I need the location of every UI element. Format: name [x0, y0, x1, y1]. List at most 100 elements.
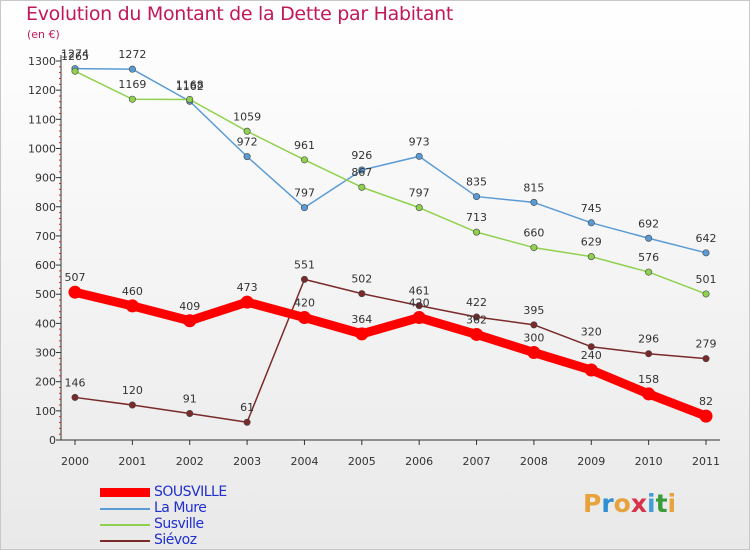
data-label-sousville: 158	[638, 373, 659, 386]
x-tick-label: 2002	[176, 455, 204, 468]
data-point-sievoz	[587, 343, 595, 351]
data-point-susville	[530, 244, 538, 252]
data-point-sievoz	[645, 350, 653, 358]
x-tick-label: 2004	[290, 455, 318, 468]
x-tick-label: 2006	[405, 455, 433, 468]
x-tick-label: 2007	[463, 455, 491, 468]
data-label-sievoz: 279	[696, 338, 717, 351]
y-tick-label: 1000	[28, 142, 56, 155]
x-tick-label: 2001	[118, 455, 146, 468]
data-label-sousville: 409	[179, 300, 200, 313]
y-tick-label: 1100	[28, 113, 56, 126]
data-label-sievoz: 146	[65, 376, 86, 389]
data-point-la-mure	[645, 234, 653, 242]
data-point-la-mure	[300, 204, 308, 212]
data-point-susville	[186, 95, 194, 103]
data-point-susville	[300, 156, 308, 164]
data-label-la-mure: 926	[351, 149, 372, 162]
x-tick-label: 2010	[635, 455, 663, 468]
legend-label-la-mure: La Mure	[154, 500, 207, 516]
logo-letter: r	[601, 489, 614, 518]
data-label-sousville: 420	[409, 297, 430, 310]
data-point-susville	[415, 204, 423, 212]
data-label-la-mure: 692	[638, 217, 659, 230]
data-point-sievoz	[128, 401, 136, 409]
data-label-susville: 629	[581, 236, 602, 249]
series-line-susville	[74, 70, 707, 295]
data-point-sievoz	[415, 302, 423, 310]
y-tick-label: 1200	[28, 84, 56, 97]
logo-letter: x	[630, 489, 647, 518]
data-point-la-mure	[358, 166, 366, 174]
data-label-la-mure: 797	[294, 187, 315, 200]
data-label-susville: 1168	[176, 78, 204, 91]
data-label-sousville: 82	[699, 395, 713, 408]
data-label-la-mure: 972	[237, 136, 258, 149]
data-label-susville: 713	[466, 211, 487, 224]
y-tick-label: 700	[35, 230, 56, 243]
logo-letter: t	[655, 489, 668, 518]
data-point-sousville	[470, 327, 484, 341]
chart-title: Evolution du Montant de la Dette par Hab…	[26, 3, 454, 25]
data-label-sievoz: 91	[183, 392, 197, 405]
data-label-la-mure: 1272	[118, 48, 146, 61]
data-label-sievoz: 551	[294, 258, 315, 271]
y-tick-label: 900	[35, 172, 56, 185]
data-label-la-mure: 1162	[176, 80, 204, 93]
data-point-sousville	[125, 299, 139, 313]
data-label-la-mure: 745	[581, 202, 602, 215]
data-point-sievoz	[300, 275, 308, 283]
x-tick-label: 2003	[233, 455, 261, 468]
data-point-susville	[587, 253, 595, 261]
data-label-sousville: 460	[122, 285, 143, 298]
data-label-sievoz: 296	[638, 333, 659, 346]
legend-label-sousville: SOUSVILLE	[154, 484, 227, 500]
data-point-sousville	[412, 311, 426, 325]
series-line-sievoz	[74, 278, 707, 423]
data-label-susville: 1169	[118, 78, 146, 91]
line-chart: 0 100 200 300 400 500 600 700 800 900 1000 1100 1200…	[28, 48, 720, 468]
legend-swatch-sousville	[100, 488, 150, 497]
x-tick-label: 2011	[692, 455, 720, 468]
logo-letter: i	[667, 489, 677, 518]
data-label-sousville: 507	[65, 271, 86, 284]
legend-swatch-sievoz	[100, 540, 150, 542]
data-point-la-mure	[587, 219, 595, 227]
data-label-susville: 867	[351, 166, 372, 179]
data-label-susville: 576	[638, 251, 659, 264]
data-point-sousville	[240, 295, 254, 309]
y-tick-label: 400	[35, 317, 56, 330]
legend-swatch-la-mure	[100, 508, 150, 510]
data-point-la-mure	[243, 153, 251, 161]
data-point-susville	[71, 67, 79, 75]
data-point-la-mure	[473, 193, 481, 201]
x-tick-label: 2005	[348, 455, 376, 468]
proxiti-logo: Proxiti	[583, 489, 676, 518]
y-tick-label: 200	[35, 376, 56, 389]
data-point-susville	[358, 183, 366, 191]
data-label-la-mure: 642	[696, 232, 717, 245]
data-label-sousville: 420	[294, 297, 315, 310]
data-point-sievoz	[243, 418, 251, 426]
logo-letter: o	[613, 489, 631, 518]
series-line-sousville	[70, 287, 711, 421]
x-tick-label: 2008	[520, 455, 548, 468]
legend-swatch-susville	[100, 524, 150, 526]
data-point-sievoz	[71, 393, 79, 401]
data-label-sousville: 364	[351, 313, 372, 326]
data-label-susville: 660	[523, 227, 544, 240]
data-label-sousville: 362	[466, 313, 487, 326]
data-label-sievoz: 502	[351, 273, 372, 286]
data-label-sousville: 300	[523, 332, 544, 345]
y-tick-label: 600	[35, 259, 56, 272]
data-point-susville	[702, 290, 710, 298]
data-label-sievoz: 320	[581, 326, 602, 339]
data-point-susville	[128, 95, 136, 103]
data-point-sousville	[642, 387, 656, 401]
data-label-sievoz: 422	[466, 296, 487, 309]
data-label-la-mure: 973	[409, 135, 430, 148]
data-point-la-mure	[702, 249, 710, 257]
data-label-la-mure: 1274	[61, 48, 89, 61]
data-point-sousville	[183, 314, 197, 328]
y-tick-label: 300	[35, 347, 56, 360]
